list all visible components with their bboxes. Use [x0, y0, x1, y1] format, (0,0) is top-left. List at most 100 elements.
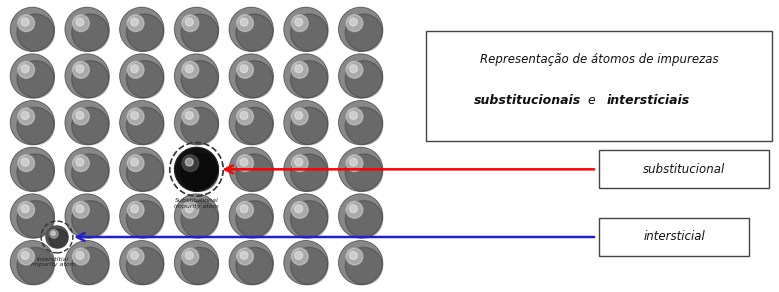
Circle shape — [65, 7, 109, 51]
Text: substitucionais: substitucionais — [474, 93, 581, 107]
Circle shape — [185, 251, 193, 259]
Circle shape — [182, 14, 218, 51]
Circle shape — [182, 61, 218, 98]
Circle shape — [49, 229, 68, 248]
Circle shape — [72, 248, 90, 265]
Circle shape — [236, 61, 273, 98]
Circle shape — [10, 101, 55, 145]
Circle shape — [284, 241, 328, 285]
Circle shape — [182, 201, 218, 238]
Circle shape — [185, 205, 193, 213]
Circle shape — [17, 154, 55, 191]
Text: e: e — [584, 93, 600, 107]
Circle shape — [76, 251, 84, 259]
Circle shape — [237, 62, 253, 78]
Circle shape — [72, 61, 109, 98]
Circle shape — [18, 108, 34, 125]
Circle shape — [10, 194, 55, 238]
Circle shape — [229, 54, 273, 98]
Circle shape — [294, 205, 302, 213]
Text: intersticiais: intersticiais — [607, 93, 690, 107]
Circle shape — [240, 205, 248, 213]
Circle shape — [240, 251, 248, 259]
Circle shape — [72, 62, 90, 78]
Circle shape — [126, 154, 164, 191]
Circle shape — [127, 62, 144, 78]
Circle shape — [72, 247, 109, 285]
Circle shape — [182, 154, 218, 191]
Circle shape — [185, 65, 193, 73]
Circle shape — [339, 7, 382, 51]
FancyBboxPatch shape — [599, 150, 769, 188]
Circle shape — [126, 107, 164, 145]
Circle shape — [18, 248, 34, 265]
Circle shape — [21, 158, 29, 166]
Circle shape — [291, 248, 308, 265]
Circle shape — [240, 112, 248, 119]
Circle shape — [21, 251, 29, 259]
Circle shape — [346, 108, 363, 125]
Circle shape — [291, 108, 308, 125]
Text: Representação de átomos de impurezas: Representação de átomos de impurezas — [480, 53, 718, 67]
Circle shape — [294, 18, 302, 26]
Circle shape — [131, 112, 139, 119]
Circle shape — [65, 147, 109, 191]
Circle shape — [240, 18, 248, 26]
Text: Interstitial
impurity atom: Interstitial impurity atom — [30, 257, 76, 267]
Circle shape — [182, 247, 218, 285]
Circle shape — [76, 18, 84, 26]
Circle shape — [174, 241, 218, 285]
Circle shape — [65, 194, 109, 238]
Circle shape — [236, 107, 273, 145]
Circle shape — [51, 231, 55, 235]
Circle shape — [346, 248, 363, 265]
Circle shape — [10, 7, 55, 51]
Circle shape — [127, 108, 144, 125]
Circle shape — [294, 158, 302, 166]
Circle shape — [17, 14, 55, 51]
Circle shape — [237, 108, 253, 125]
Circle shape — [131, 158, 139, 166]
Circle shape — [345, 14, 382, 51]
Circle shape — [229, 101, 273, 145]
Circle shape — [185, 18, 193, 26]
Circle shape — [72, 14, 109, 51]
Circle shape — [72, 15, 90, 32]
Circle shape — [17, 247, 55, 285]
Text: intersticial: intersticial — [643, 230, 705, 244]
Circle shape — [339, 241, 382, 285]
Circle shape — [345, 61, 382, 98]
Circle shape — [182, 108, 199, 125]
Circle shape — [126, 201, 164, 238]
Circle shape — [174, 7, 218, 51]
Circle shape — [65, 101, 109, 145]
Circle shape — [291, 155, 308, 171]
Circle shape — [18, 155, 34, 171]
Circle shape — [284, 101, 328, 145]
Circle shape — [120, 101, 164, 145]
Circle shape — [237, 15, 253, 32]
Circle shape — [294, 65, 302, 73]
Text: Substitutional
impurity atom: Substitutional impurity atom — [174, 198, 219, 209]
Circle shape — [185, 158, 193, 166]
Circle shape — [182, 248, 199, 265]
Circle shape — [120, 147, 164, 191]
Circle shape — [131, 18, 139, 26]
Circle shape — [291, 107, 328, 145]
Circle shape — [291, 62, 308, 78]
Circle shape — [346, 201, 363, 218]
Circle shape — [284, 194, 328, 238]
Circle shape — [10, 147, 55, 191]
Circle shape — [131, 251, 139, 259]
Circle shape — [76, 158, 84, 166]
Circle shape — [72, 107, 109, 145]
Circle shape — [185, 112, 193, 119]
Circle shape — [126, 14, 164, 51]
Circle shape — [131, 65, 139, 73]
Circle shape — [229, 147, 273, 191]
Circle shape — [127, 248, 144, 265]
Circle shape — [284, 7, 328, 51]
Circle shape — [237, 155, 253, 171]
Circle shape — [229, 194, 273, 238]
Circle shape — [72, 201, 90, 218]
